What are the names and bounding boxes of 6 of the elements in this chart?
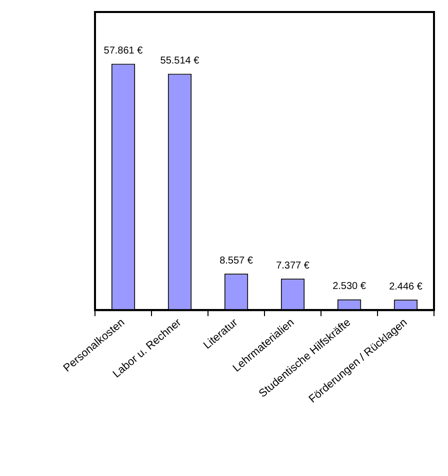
data-label: 57.861 € <box>104 45 144 56</box>
data-label: 7.377 € <box>276 260 310 272</box>
data-label: 2.446 € <box>389 281 423 292</box>
data-label: 55.514 € <box>160 55 200 66</box>
data-label: 2.530 € <box>332 281 366 292</box>
data-label: 8.557 € <box>220 255 254 266</box>
